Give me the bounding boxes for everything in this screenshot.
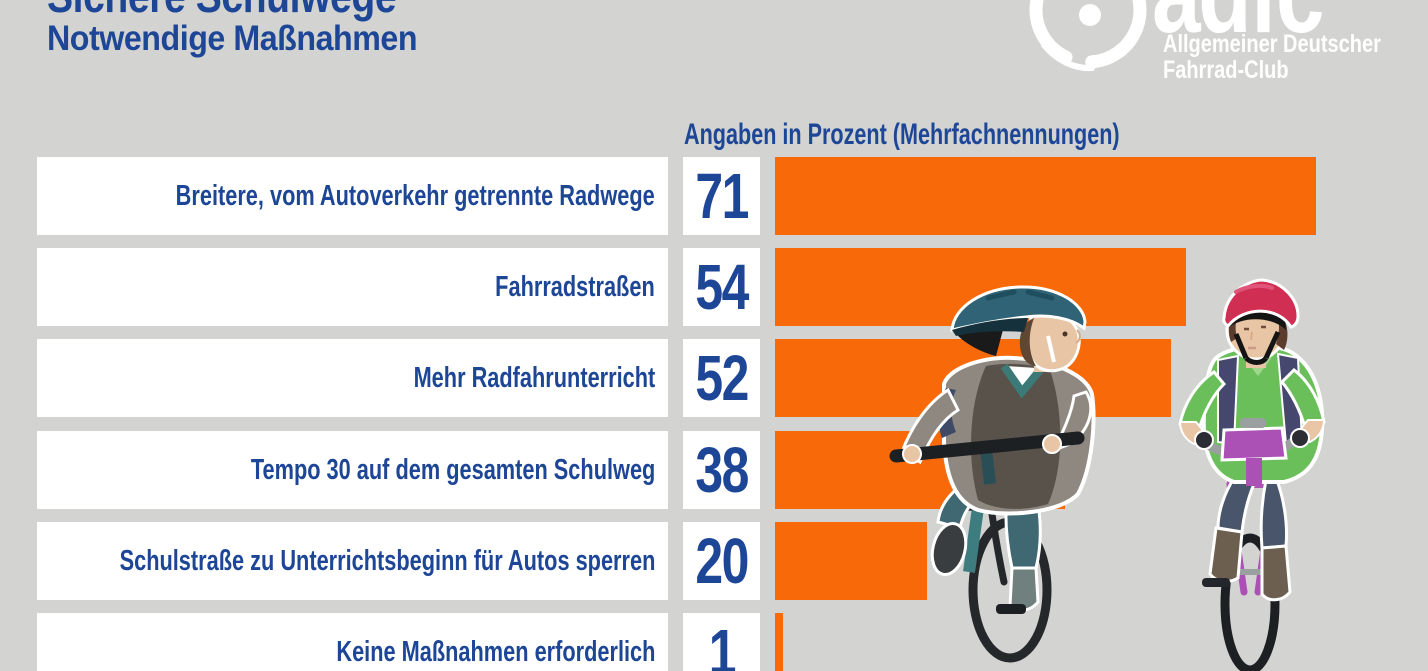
bar — [775, 613, 783, 671]
value-box: 71 — [683, 157, 760, 235]
value-label: 1 — [708, 616, 736, 671]
chart-units-note: Angaben in Prozent (Mehrfachnennungen) — [684, 118, 1120, 151]
left-child-figure — [889, 285, 1096, 663]
adfc-wheel-icon — [1029, 0, 1147, 72]
value-label: 38 — [695, 434, 749, 506]
value-box: 54 — [683, 248, 760, 326]
value-label: 71 — [695, 160, 749, 232]
page-title: Sichere Schulwege — [47, 0, 397, 19]
category-label-box: Mehr Radfahrunterricht — [37, 339, 668, 417]
category-label: Tempo 30 auf dem gesamten Schulweg — [250, 453, 655, 486]
page-subtitle: Notwendige Maßnahmen — [47, 19, 418, 58]
value-label: 20 — [695, 525, 749, 597]
value-label: 54 — [695, 251, 749, 323]
category-label-box: Fahrradstraßen — [37, 248, 668, 326]
chart-row: Schulstraße zu Unterrichtsbeginn für Aut… — [0, 522, 1428, 600]
value-label: 52 — [695, 342, 749, 414]
adfc-subtitle: Allgemeiner Deutscher Fahrrad-Club — [1163, 31, 1381, 83]
value-box: 1 — [683, 613, 760, 671]
bar — [775, 522, 927, 600]
bar-chart: Breitere, vom Autoverkehr getrennte Radw… — [0, 157, 1428, 671]
category-label-box: Schulstraße zu Unterrichtsbeginn für Aut… — [37, 522, 668, 600]
category-label: Fahrradstraßen — [495, 270, 655, 303]
category-label: Mehr Radfahrunterricht — [413, 361, 655, 394]
value-box: 38 — [683, 431, 760, 509]
category-label: Breitere, vom Autoverkehr getrennte Radw… — [175, 179, 655, 212]
chart-row: Keine Maßnahmen erforderlich 1 — [0, 613, 1428, 671]
adfc-subtitle-line1: Allgemeiner Deutscher — [1163, 30, 1381, 58]
chart-row: Breitere, vom Autoverkehr getrennte Radw… — [0, 157, 1428, 235]
category-label: Schulstraße zu Unterrichtsbeginn für Aut… — [119, 544, 655, 577]
value-box: 20 — [683, 522, 760, 600]
right-child-figure — [1178, 278, 1326, 671]
children-cycling-illustration — [889, 278, 1326, 671]
category-label: Keine Maßnahmen erforderlich — [335, 635, 655, 668]
value-box: 52 — [683, 339, 760, 417]
category-label-box: Tempo 30 auf dem gesamten Schulweg — [37, 431, 668, 509]
category-label-box: Breitere, vom Autoverkehr getrennte Radw… — [37, 157, 668, 235]
category-label-box: Keine Maßnahmen erforderlich — [37, 613, 668, 671]
adfc-wordmark: adfc — [1152, 0, 1325, 50]
bar — [775, 157, 1316, 235]
adfc-subtitle-line2: Fahrrad-Club — [1163, 56, 1289, 84]
